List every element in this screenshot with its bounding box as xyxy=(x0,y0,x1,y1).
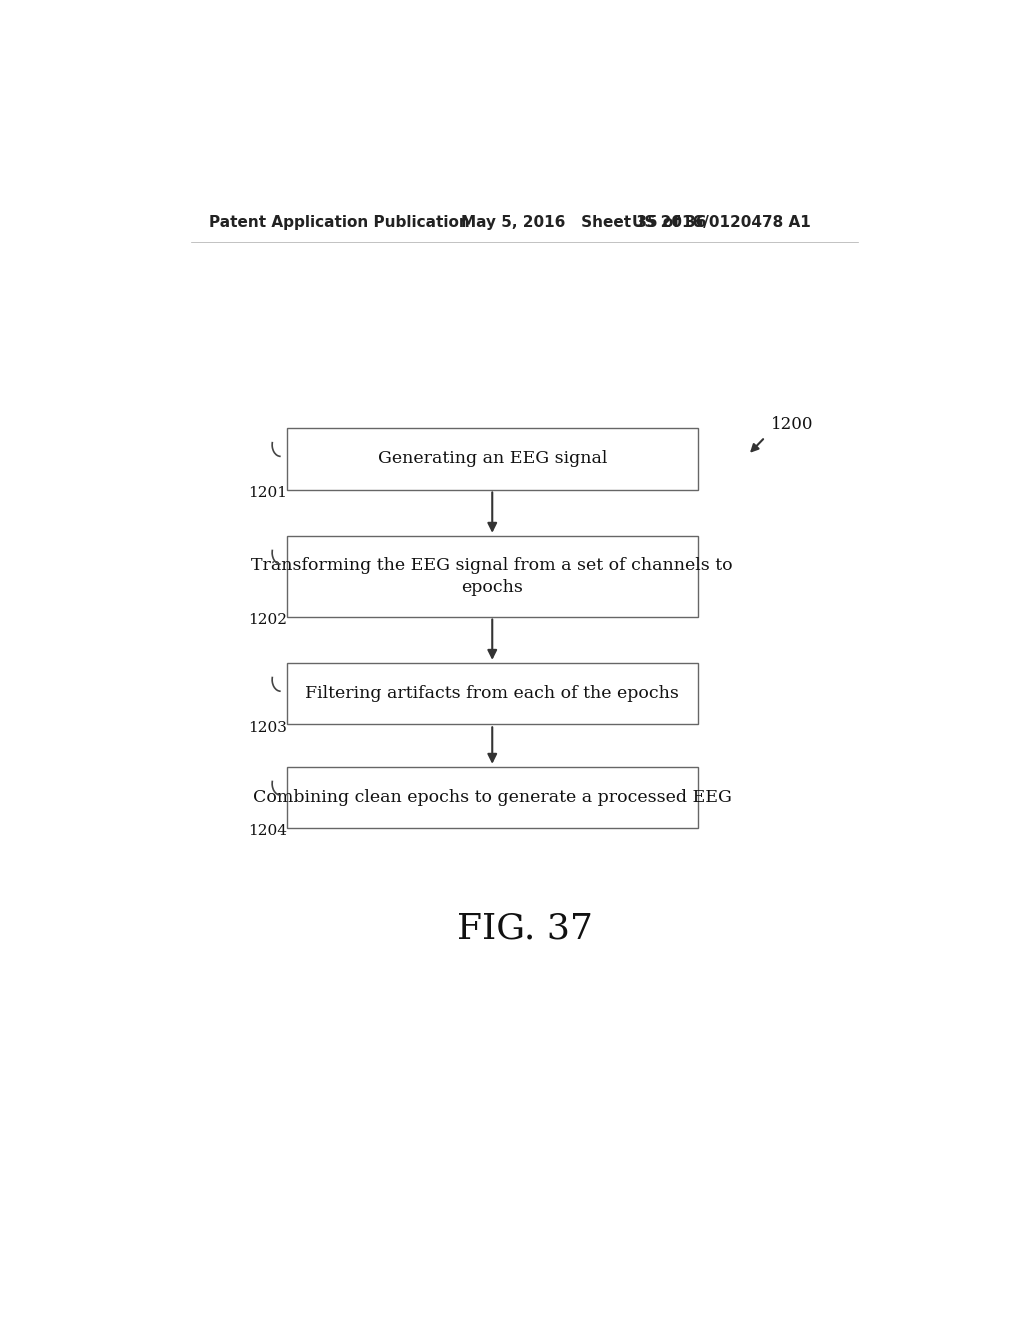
Bar xyxy=(287,536,697,616)
Text: 1200: 1200 xyxy=(771,416,814,433)
Text: Patent Application Publication: Patent Application Publication xyxy=(209,215,470,230)
Bar xyxy=(287,428,697,490)
Bar xyxy=(287,767,697,829)
Text: FIG. 37: FIG. 37 xyxy=(457,911,593,945)
Text: 1204: 1204 xyxy=(248,825,287,838)
Text: US 2016/0120478 A1: US 2016/0120478 A1 xyxy=(632,215,811,230)
Text: Combining clean epochs to generate a processed EEG: Combining clean epochs to generate a pro… xyxy=(253,789,732,807)
Bar xyxy=(287,663,697,725)
Text: 1201: 1201 xyxy=(248,486,287,500)
Text: May 5, 2016   Sheet 35 of 36: May 5, 2016 Sheet 35 of 36 xyxy=(461,215,707,230)
Text: 1203: 1203 xyxy=(248,721,287,734)
Text: 1202: 1202 xyxy=(248,612,287,627)
Text: Filtering artifacts from each of the epochs: Filtering artifacts from each of the epo… xyxy=(305,685,679,702)
Text: Generating an EEG signal: Generating an EEG signal xyxy=(378,450,607,467)
Text: Transforming the EEG signal from a set of channels to
epochs: Transforming the EEG signal from a set o… xyxy=(252,557,733,595)
